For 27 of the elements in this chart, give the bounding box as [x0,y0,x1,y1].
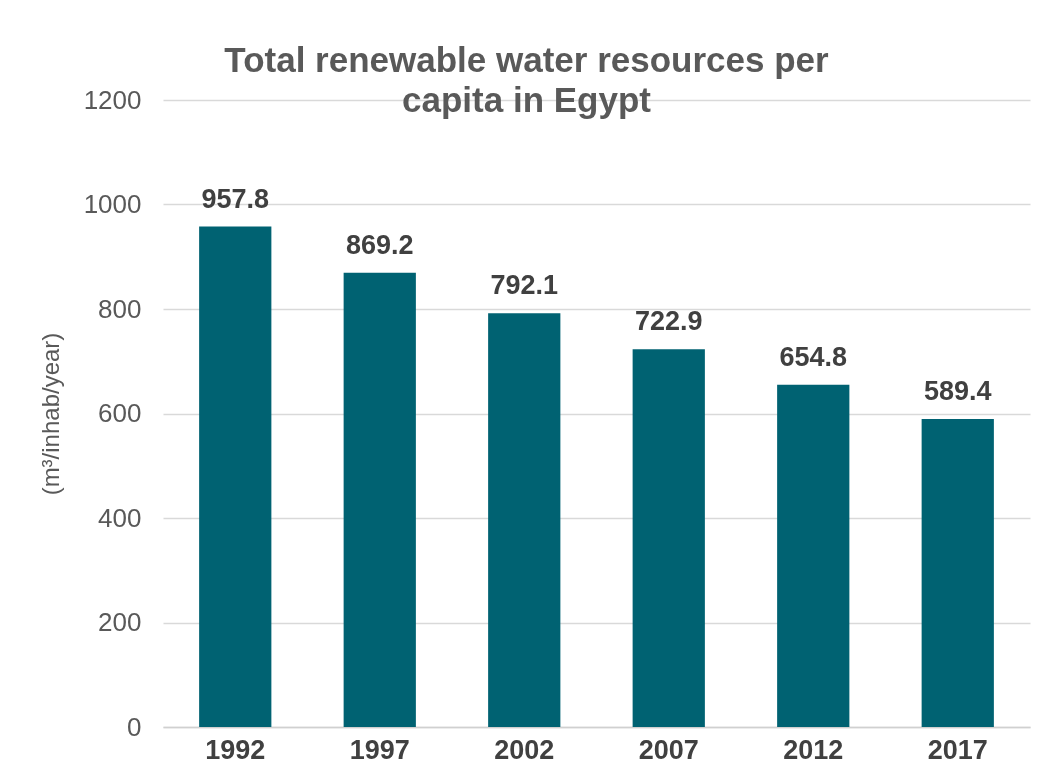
y-tick-label: 200 [98,607,142,637]
data-label: 589.4 [923,376,992,407]
x-tick-label: 2012 [783,734,844,765]
bar [343,272,416,727]
y-tick-label: 1200 [83,84,142,115]
y-axis-title: (m³/inhab/year) [36,332,64,496]
data-label: 654.8 [779,341,848,372]
y-tick-label: 0 [127,711,142,742]
bar [777,384,850,727]
y-tick-label: 800 [98,293,142,324]
x-tick-label: 2007 [638,734,699,765]
data-label: 869.2 [345,229,414,260]
x-tick-label: 2017 [927,734,988,765]
x-tick-label: 1997 [349,734,410,765]
bar [199,226,272,727]
bar [921,419,994,727]
bar [488,313,561,727]
y-tick-label: 400 [98,502,142,533]
data-label: 722.9 [634,306,703,337]
bar [632,349,705,727]
y-tick-label: 600 [98,398,142,428]
data-label: 957.8 [201,183,270,214]
data-label: 792.1 [490,270,559,301]
x-tick-label: 2002 [494,734,555,765]
y-tick-label: 1000 [83,189,142,219]
chart-title: Total renewable water resources per capita in Egypt [224,40,830,119]
x-tick-label: 1992 [205,734,266,765]
